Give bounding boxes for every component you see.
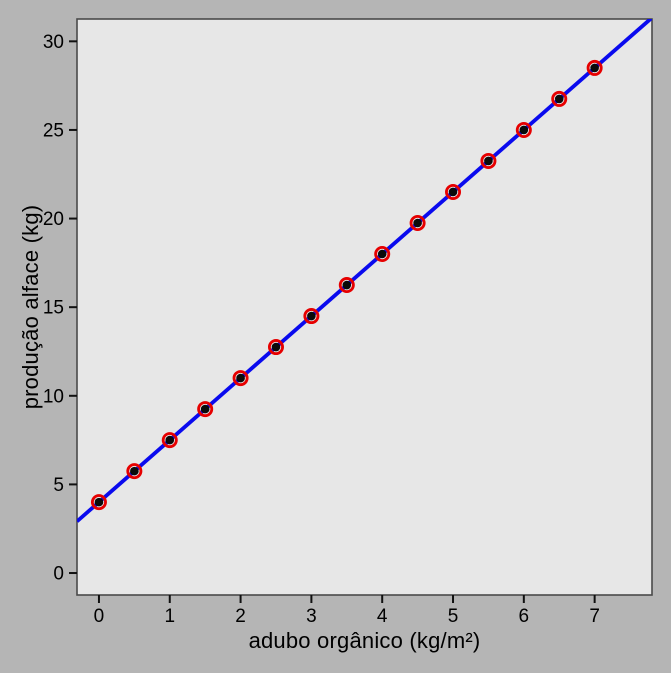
data-point-ring — [586, 59, 603, 76]
y-tick-label: 10 — [43, 386, 64, 407]
data-point-dot — [519, 125, 529, 135]
data-point-dot — [307, 311, 316, 321]
data-point-ring — [232, 370, 249, 387]
data-point-ring — [161, 432, 178, 449]
data-point-ring — [303, 308, 320, 325]
x-tick-label: 5 — [448, 606, 459, 627]
x-tick-label: 4 — [377, 606, 388, 627]
data-point-dot — [448, 187, 458, 197]
y-tick-label: 5 — [53, 475, 64, 496]
data-point-dot — [130, 466, 139, 476]
x-tick-label: 3 — [306, 606, 317, 627]
x-tick-label: 2 — [235, 606, 246, 627]
x-tick-label: 1 — [164, 606, 175, 627]
data-point-ring — [90, 494, 107, 511]
data-point-dot — [590, 63, 599, 73]
data-point-dot — [413, 218, 422, 228]
data-point-dot — [200, 404, 210, 414]
x-tick-label: 6 — [519, 606, 530, 627]
y-tick-label: 0 — [53, 564, 64, 585]
y-tick-label: 20 — [43, 209, 64, 230]
data-point-dot — [554, 94, 564, 104]
data-point-ring — [338, 277, 355, 294]
data-point-dot — [271, 342, 281, 352]
y-tick-label: 25 — [43, 120, 64, 141]
x-tick-label: 7 — [589, 606, 600, 627]
y-axis-label: produção alface (kg) — [18, 204, 43, 410]
x-tick-label: 0 — [94, 606, 105, 627]
data-point-ring — [551, 90, 568, 107]
x-axis-label: adubo orgânico (kg/m²) — [248, 628, 481, 653]
data-point-dot — [484, 156, 493, 166]
data-point-dot — [94, 497, 104, 507]
plot-panel — [76, 18, 653, 596]
data-point-ring — [197, 401, 214, 418]
data-point-ring — [480, 152, 497, 169]
data-point-ring — [374, 246, 391, 263]
data-point-dot — [377, 249, 387, 259]
data-point-ring — [445, 183, 462, 200]
data-point-ring — [409, 214, 426, 231]
data-point-ring — [126, 463, 143, 480]
data-point-ring — [515, 121, 532, 138]
data-point-dot — [236, 373, 245, 383]
data-point-ring — [267, 339, 284, 356]
y-tick-label: 30 — [43, 32, 64, 53]
y-tick-label: 15 — [43, 298, 64, 319]
data-point-dot — [342, 280, 352, 290]
data-point-dot — [165, 435, 175, 445]
